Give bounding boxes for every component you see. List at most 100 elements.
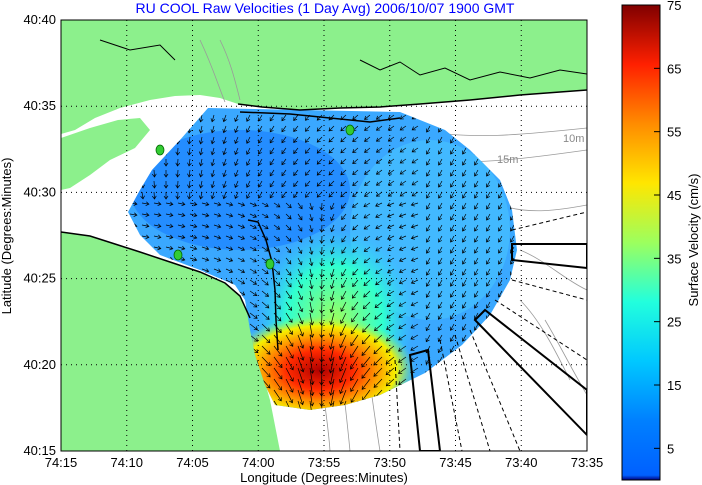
velocity-vector	[352, 147, 359, 154]
velocity-vector	[187, 147, 192, 156]
velocity-vector	[449, 323, 455, 331]
velocity-vector	[328, 125, 335, 132]
velocity-vector	[285, 290, 292, 300]
velocity-vector	[449, 345, 455, 353]
velocity-vector	[425, 180, 431, 188]
velocity-vector	[352, 202, 359, 208]
colorbar	[621, 4, 661, 481]
velocity-vector	[351, 290, 359, 299]
velocity-vector	[165, 245, 174, 251]
velocity-vector	[273, 246, 281, 253]
velocity-vector	[305, 169, 311, 176]
velocity-vector	[364, 125, 371, 131]
velocity-vector	[485, 290, 491, 298]
velocity-vector	[449, 147, 455, 155]
velocity-vector	[398, 257, 407, 262]
radar-sectors	[394, 211, 587, 451]
velocity-vector	[163, 158, 169, 167]
depth-label-15m: 15m	[497, 154, 518, 166]
velocity-vector	[285, 268, 292, 276]
velocity-vector	[461, 147, 467, 155]
velocity-vector	[319, 202, 325, 211]
velocity-vector	[386, 202, 395, 207]
velocity-vector	[297, 400, 304, 410]
velocity-vector	[234, 169, 239, 178]
velocity-vector	[361, 356, 371, 368]
velocity-vector	[461, 224, 467, 232]
velocity-vector	[437, 257, 443, 265]
velocity-vector	[449, 268, 455, 276]
velocity-vector	[425, 213, 431, 221]
velocity-vector	[339, 378, 347, 395]
y-tick-label: 40:40	[23, 12, 56, 27]
velocity-vector	[437, 191, 443, 199]
velocity-vector	[339, 334, 347, 349]
velocity-vector	[340, 312, 347, 324]
velocity-vector	[213, 235, 222, 240]
velocity-vector	[309, 213, 314, 222]
velocity-vector	[273, 345, 283, 357]
velocity-vector	[341, 235, 347, 243]
velocity-vector	[309, 400, 315, 410]
velocity-vector	[213, 257, 222, 262]
velocity-vector	[461, 323, 467, 331]
velocity-vector	[297, 389, 305, 406]
velocity-vector	[387, 235, 395, 240]
velocity-vector	[249, 323, 258, 331]
velocity-vector	[308, 235, 314, 244]
velocity-vector	[497, 290, 503, 298]
velocity-vector	[269, 136, 275, 144]
velocity-vector	[246, 147, 251, 155]
velocity-vector	[246, 169, 251, 177]
velocity-vector	[319, 312, 324, 326]
velocity-vector	[387, 180, 395, 186]
velocity-vector	[249, 279, 257, 285]
velocity-vector	[425, 290, 431, 298]
velocity-vector	[261, 301, 270, 309]
velocity-vector	[341, 213, 347, 221]
velocity-vector	[437, 279, 443, 287]
station-markers	[155, 124, 355, 270]
map-area: 10m 15m	[61, 20, 587, 451]
velocity-vector	[497, 224, 503, 232]
velocity-vector	[437, 301, 443, 309]
velocity-vector	[198, 191, 204, 200]
velocity-vector	[140, 191, 145, 200]
velocity-vector	[328, 334, 335, 350]
velocity-vector	[361, 345, 371, 356]
plot-frame	[60, 19, 588, 452]
velocity-vector	[398, 378, 407, 385]
y-tick-label: 40:15	[23, 443, 56, 458]
velocity-vector	[340, 169, 347, 176]
velocity-vector	[141, 212, 150, 218]
velocity-vector	[386, 312, 395, 319]
velocity-vector	[461, 268, 467, 276]
velocity-vector	[449, 169, 455, 177]
velocity-vector	[198, 125, 204, 134]
velocity-vector	[363, 202, 371, 208]
velocity-vector	[293, 180, 299, 187]
station-marker	[173, 249, 183, 261]
velocity-vector	[328, 367, 335, 385]
velocity-vector	[449, 180, 455, 188]
velocity-vector	[485, 246, 491, 254]
velocity-vector	[297, 246, 303, 255]
velocity-vector	[449, 290, 455, 298]
velocity-vector	[198, 180, 204, 189]
velocity-vector	[363, 268, 371, 275]
velocity-vector	[308, 224, 314, 233]
velocity-vector	[249, 301, 258, 308]
velocity-vector	[328, 345, 335, 362]
velocity-vector	[373, 345, 383, 355]
velocity-vector	[273, 213, 281, 219]
velocity-vector	[319, 345, 324, 363]
velocity-vector	[175, 147, 181, 156]
velocity-vector	[375, 235, 383, 241]
velocity-vector	[449, 257, 455, 265]
velocity-vector	[386, 323, 395, 330]
velocity-vector	[281, 136, 287, 144]
velocity-vector	[297, 257, 303, 266]
velocity-vector	[410, 279, 419, 284]
velocity-vector	[234, 114, 239, 123]
velocity-vector	[234, 158, 239, 167]
